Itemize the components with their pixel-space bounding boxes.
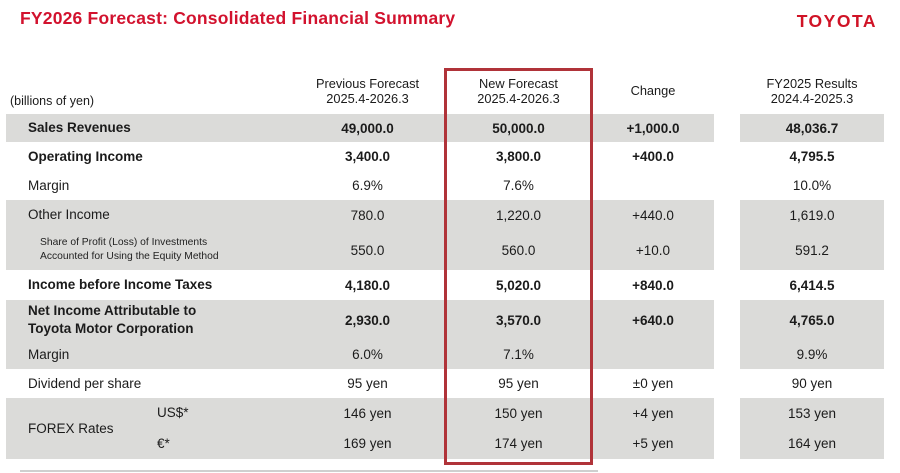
change-value: +1,000.0 [592, 114, 714, 142]
row-label: Share of Profit (Loss) of Investments Ac… [6, 230, 290, 270]
fy2025-results-value: 6,414.5 [789, 277, 835, 293]
new-forecast-value: 5,020.0 [495, 277, 542, 293]
previous-forecast-value: 169 yen [290, 428, 445, 459]
change-value: ±0 yen [632, 376, 674, 391]
change-value: +10.0 [592, 230, 714, 270]
row-label: Operating Income [28, 148, 143, 164]
fy2025-results-value: 48,036.7 [740, 114, 884, 142]
previous-forecast-value: 4,180.0 [344, 277, 391, 293]
row-label: Income before Income Taxes [28, 277, 213, 293]
row-label: €* [6, 428, 290, 459]
slide-title: FY2026 Forecast: Consolidated Financial … [20, 8, 456, 28]
table-row-equity-method-share: Share of Profit (Loss) of Investments Ac… [6, 230, 884, 270]
column-gap [714, 300, 740, 340]
new-forecast-value: 3,800.0 [495, 149, 542, 164]
table-row-operating-income: Operating Income 3,400.0 3,800.0 +400.0 … [6, 142, 884, 171]
forex-eur-label: €* [157, 435, 170, 451]
change-value: +5 yen [592, 428, 714, 459]
column-gap [714, 428, 740, 459]
column-gap [714, 142, 740, 171]
new-forecast-value: 7.1% [445, 340, 592, 369]
previous-forecast-value: 146 yen [290, 398, 445, 428]
table-row-forex-eur: €* 169 yen 174 yen +5 yen 164 yen [6, 428, 884, 459]
table-row-net-margin: Margin 6.0% 7.1% 9.9% [6, 340, 884, 369]
fy2025-results-value: 10.0% [792, 178, 832, 193]
change-value [592, 171, 714, 200]
column-gap [714, 398, 740, 428]
fy2025-results-value: 4,795.5 [789, 149, 835, 164]
table-row-income-before-taxes: Income before Income Taxes 4,180.0 5,020… [6, 270, 884, 300]
col-header-previous-forecast: Previous Forecast 2025.4-2026.3 [315, 75, 420, 106]
new-forecast-value: 7.6% [503, 178, 534, 193]
financial-summary-table: (billions of yen) Previous Forecast 2025… [6, 68, 884, 459]
change-value: +4 yen [592, 398, 714, 428]
fy2025-results-value: 164 yen [740, 428, 884, 459]
forex-usd-label: US$* [157, 405, 189, 421]
change-value: +440.0 [592, 200, 714, 230]
previous-forecast-value: 550.0 [290, 230, 445, 270]
row-label: Margin [6, 340, 290, 369]
column-gap [714, 230, 740, 270]
fy2025-results-value: 4,765.0 [740, 300, 884, 340]
table-row-other-income: Other Income 780.0 1,220.0 +440.0 1,619.… [6, 200, 884, 230]
previous-forecast-value: 3,400.0 [344, 149, 391, 164]
row-label: Net Income Attributable to Toyota Motor … [6, 300, 290, 340]
table-row-sales-revenues: Sales Revenues 49,000.0 50,000.0 +1,000.… [6, 114, 884, 142]
previous-forecast-value: 2,930.0 [290, 300, 445, 340]
fy2025-results-value: 591.2 [740, 230, 884, 270]
fy2025-results-value: 1,619.0 [740, 200, 884, 230]
previous-forecast-value: 780.0 [290, 200, 445, 230]
column-gap [714, 171, 740, 200]
row-label: Dividend per share [28, 375, 142, 391]
new-forecast-value: 150 yen [445, 398, 592, 428]
row-label: Other Income [6, 200, 290, 230]
column-gap [714, 200, 740, 230]
new-forecast-value: 3,570.0 [445, 300, 592, 340]
table-row-forex-usd: US$* 146 yen 150 yen +4 yen 153 yen [6, 398, 884, 428]
table-header-row: (billions of yen) Previous Forecast 2025… [6, 68, 884, 114]
forex-rates-group-label: FOREX Rates [28, 421, 114, 436]
previous-forecast-value: 49,000.0 [290, 114, 445, 142]
previous-forecast-value: 6.9% [352, 178, 383, 193]
new-forecast-value: 50,000.0 [445, 114, 592, 142]
new-forecast-value: 95 yen [498, 376, 539, 391]
table-row-dividend: Dividend per share 95 yen 95 yen ±0 yen … [6, 369, 884, 398]
unit-label: (billions of yen) [10, 94, 95, 109]
row-label: US$* [6, 398, 290, 428]
previous-forecast-value: 6.0% [290, 340, 445, 369]
change-value: +840.0 [632, 277, 674, 293]
toyota-logo: TOYOTA [796, 11, 877, 31]
change-value [592, 340, 714, 369]
fy2025-results-value: 153 yen [740, 398, 884, 428]
column-gap [714, 68, 740, 114]
new-forecast-value: 560.0 [445, 230, 592, 270]
column-gap [714, 369, 740, 398]
table-row-operating-margin: Margin 6.9% 7.6% 10.0% [6, 171, 884, 200]
column-gap [714, 114, 740, 142]
col-header-fy2025-results: FY2025 Results 2024.4-2025.3 [766, 75, 858, 106]
new-forecast-value: 174 yen [445, 428, 592, 459]
row-label: Margin [28, 177, 70, 193]
table-row-net-income: Net Income Attributable to Toyota Motor … [6, 300, 884, 340]
new-forecast-value: 1,220.0 [445, 200, 592, 230]
change-value: +400.0 [632, 149, 674, 164]
fy2025-results-value: 9.9% [740, 340, 884, 369]
change-value: +640.0 [592, 300, 714, 340]
column-gap [714, 270, 740, 300]
col-header-change: Change [630, 83, 676, 99]
row-label: Sales Revenues [6, 114, 290, 142]
column-gap [714, 340, 740, 369]
previous-forecast-value: 95 yen [347, 376, 388, 391]
footnote-divider [20, 470, 598, 472]
col-header-new-forecast: New Forecast 2025.4-2026.3 [477, 75, 560, 106]
fy2025-results-value: 90 yen [791, 376, 833, 391]
